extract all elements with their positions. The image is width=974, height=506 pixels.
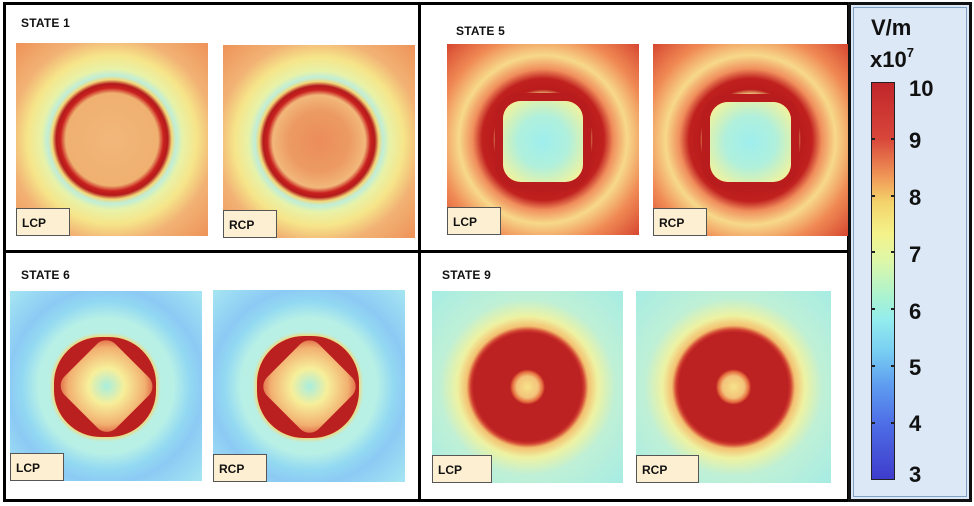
field-map-lcp: LCP	[447, 44, 639, 235]
tick-mark	[871, 195, 875, 197]
panel-state-5: STATE 5 LCP RCP	[418, 2, 850, 253]
field-map-lcp: LCP	[10, 291, 202, 481]
panel-title: STATE 6	[21, 268, 70, 282]
tick-mark	[871, 365, 875, 367]
tick-label: 9	[909, 128, 922, 153]
field-map-lcp: LCP	[432, 291, 623, 483]
tick-mark	[891, 365, 895, 367]
scale-exponent: 7	[906, 45, 914, 60]
polarization-label: RCP	[636, 455, 699, 483]
tick-mark	[891, 138, 895, 140]
panel-state-6: STATE 6 LCP RCP	[3, 250, 421, 502]
polarization-label: LCP	[432, 455, 492, 483]
panel-title: STATE 5	[456, 24, 505, 38]
tick-label: 3	[909, 462, 922, 487]
colorbar-legend: V/m x107 10 9 8 7 6 5 4 3	[848, 2, 972, 502]
tick-label: 10	[909, 76, 934, 101]
field-map-rcp: RCP	[636, 291, 831, 483]
colorbar-unit: V/m	[871, 15, 912, 40]
tick-mark	[871, 138, 875, 140]
tick-label: 8	[909, 185, 922, 210]
panel-state-9: STATE 9 LCP RCP	[418, 250, 850, 502]
panel-title: STATE 1	[21, 16, 70, 30]
field-map-rcp: RCP	[223, 45, 415, 238]
polarization-label: RCP	[223, 210, 277, 238]
scale-base: x10	[870, 47, 907, 72]
polarization-label: LCP	[16, 208, 70, 236]
panel-state-1: STATE 1 LCP RCP	[3, 2, 421, 253]
colorbar-gradient	[871, 82, 895, 480]
field-map-rcp: RCP	[213, 290, 405, 482]
tick-mark	[871, 422, 875, 424]
polarization-label: LCP	[447, 207, 501, 235]
tick-label: 4	[909, 411, 922, 436]
field-map-lcp: LCP	[16, 43, 208, 236]
polarization-label: RCP	[653, 208, 707, 236]
field-core	[709, 101, 792, 183]
tick-mark	[871, 308, 875, 310]
tick-mark	[891, 422, 895, 424]
polarization-label: LCP	[10, 453, 64, 481]
field-core	[502, 101, 584, 182]
tick-label: 6	[909, 299, 922, 324]
tick-label: 5	[909, 355, 922, 380]
tick-mark	[891, 308, 895, 310]
colorbar-scale: x107	[870, 45, 914, 73]
tick-label: 7	[909, 242, 922, 267]
tick-mark	[891, 195, 895, 197]
tick-mark	[891, 251, 895, 253]
polarization-label: RCP	[213, 454, 267, 482]
field-map-rcp: RCP	[653, 44, 848, 236]
tick-mark	[871, 251, 875, 253]
panel-title: STATE 9	[442, 268, 491, 282]
